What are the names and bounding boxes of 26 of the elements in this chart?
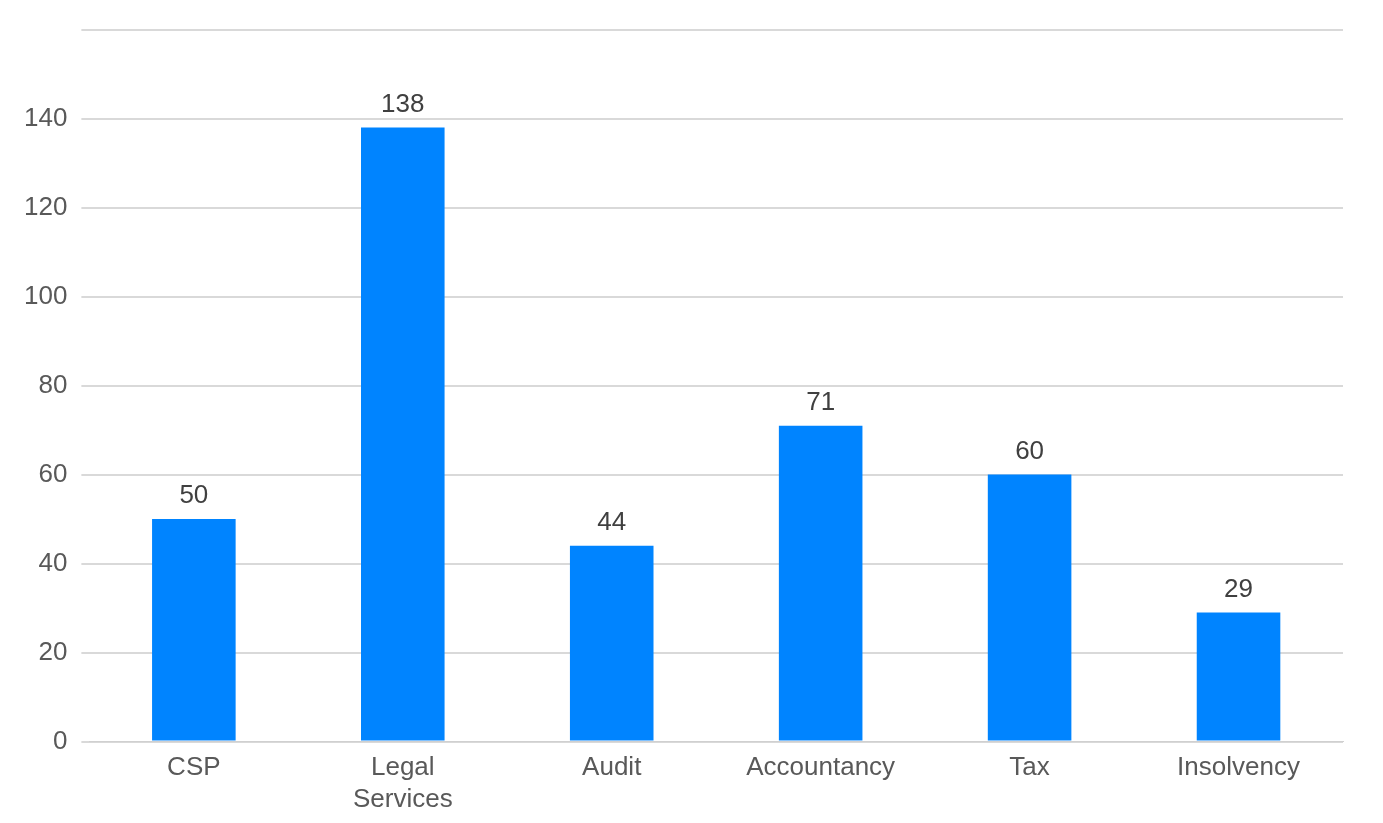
bar <box>778 425 863 741</box>
x-tick-label: Insolvency <box>1177 751 1300 782</box>
data-label: 138 <box>381 87 425 118</box>
bar <box>361 127 445 741</box>
bar <box>987 474 1072 741</box>
y-tick-label: 0 <box>52 724 68 755</box>
bar <box>152 519 236 741</box>
x-tick-label: Legal Services <box>352 751 453 813</box>
bar <box>1196 612 1281 741</box>
y-tick-label: 20 <box>38 635 68 666</box>
x-tick-label: Tax <box>1009 751 1050 782</box>
data-label: 60 <box>1015 434 1045 465</box>
y-tick-label: 80 <box>38 368 68 399</box>
y-tick-label: 120 <box>23 190 68 221</box>
x-tick-label: Audit <box>582 751 643 782</box>
bar <box>569 545 654 741</box>
y-tick-label: 140 <box>23 101 68 132</box>
y-tick-label: 60 <box>38 457 68 488</box>
data-label: 29 <box>1224 572 1253 603</box>
data-label: 50 <box>179 479 209 510</box>
data-label: 71 <box>806 385 836 416</box>
x-tick-label: Accountancy <box>746 751 896 782</box>
data-label: 44 <box>597 505 627 536</box>
y-tick-label: 40 <box>38 546 68 577</box>
x-tick-label: CSP <box>167 751 221 782</box>
y-tick-label: 100 <box>23 279 68 310</box>
